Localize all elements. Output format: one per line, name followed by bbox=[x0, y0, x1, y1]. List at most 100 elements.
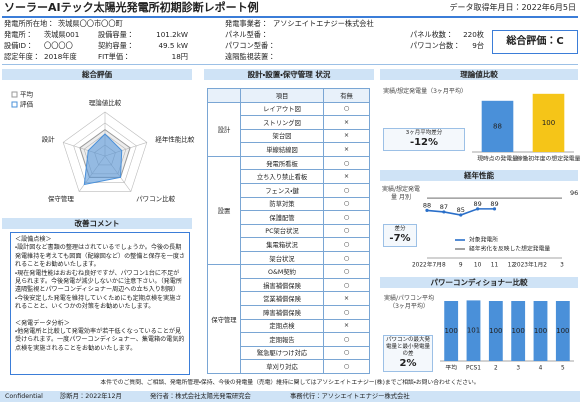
table-cell: ○ bbox=[323, 196, 370, 212]
table-cell: 架台図 bbox=[240, 128, 324, 144]
info-label: パネル型番： bbox=[225, 30, 269, 39]
series-point bbox=[459, 213, 463, 217]
value-label: 100 bbox=[556, 327, 569, 335]
table-row: 防草対策 ○ bbox=[208, 196, 370, 212]
table-row: 架台図 × bbox=[208, 128, 370, 144]
value-label: 88 bbox=[493, 122, 502, 130]
table-row: 項目 有無 bbox=[207, 88, 370, 103]
table-cell: ○ bbox=[323, 223, 370, 239]
table-cell: 保護配管 bbox=[240, 210, 324, 225]
table-cell: 単線結線図 bbox=[240, 142, 324, 157]
info-value: 〇〇〇〇 bbox=[44, 41, 73, 50]
x-tick-label: 12 bbox=[508, 263, 516, 269]
footer-item: Confidential bbox=[5, 393, 43, 400]
table-header-cell bbox=[207, 88, 241, 103]
table-cell: ○ bbox=[323, 250, 370, 266]
table-cell: × bbox=[323, 291, 370, 306]
table-row: 保守管理 O&M契約 ○ bbox=[207, 264, 370, 374]
radar-area bbox=[83, 133, 123, 186]
section-header: 設計・設置・保守管理 状況 bbox=[204, 69, 374, 80]
x-tick-label: 9 bbox=[459, 263, 463, 269]
note-title: パワコンの最大発電量と最小発電量の差 bbox=[385, 337, 430, 357]
table-cell: ストリング図 bbox=[240, 115, 324, 130]
footer-item: 診断月：2022年12月 bbox=[60, 393, 122, 400]
info-label: パネル枚数： bbox=[410, 30, 454, 39]
table-cell: ○ bbox=[323, 155, 370, 171]
note-title: 差分 bbox=[394, 226, 406, 232]
note-value: -12% bbox=[409, 137, 439, 148]
bar bbox=[466, 300, 481, 361]
info-label: 設備ID： bbox=[4, 41, 34, 50]
value-label: 96 bbox=[570, 189, 578, 197]
x-tick-label: 2022年7月 bbox=[412, 261, 442, 269]
info-label: 設備容量： bbox=[98, 30, 134, 39]
radar-ring bbox=[73, 122, 137, 183]
table-row: 設置 発電所看板 ○ bbox=[207, 155, 370, 266]
table-cell: 架台状況 bbox=[240, 250, 324, 266]
report-title: ソーラーAIテック太陽光発電所初期診断レポート例 bbox=[4, 1, 259, 14]
table-cell: 集電箱状況 bbox=[240, 237, 324, 252]
info-value: 220枚 bbox=[463, 30, 484, 39]
value-label: 100 bbox=[444, 327, 457, 335]
x-tick-label: 稼働初年度の想定発電量 bbox=[517, 155, 580, 163]
section-header: 改善コメント bbox=[2, 218, 192, 229]
x-tick-label: PCS1 bbox=[466, 366, 481, 372]
comment-line: ・他発電所と比較して発電効率が若干低くなっていることが見受けられます。一度パワー… bbox=[15, 328, 185, 352]
table-cell: O&M契約 bbox=[240, 264, 324, 279]
radar-axis-label: パワコン比較 bbox=[136, 194, 176, 203]
footer-item: 事務代行：アソシエイトエナジー株式会社 bbox=[290, 393, 410, 400]
table-cell: × bbox=[323, 128, 370, 144]
x-tick-label: 8 bbox=[442, 263, 446, 269]
comment-line: ・現在発電性能はおおむね良好ですが、パワコン1台に不足が見られます。今後発電が減… bbox=[15, 269, 182, 294]
bar bbox=[532, 93, 565, 152]
table-cell: 営業補償保険 bbox=[240, 291, 324, 306]
table-cell: 損害補償保険 bbox=[240, 277, 324, 293]
bar bbox=[511, 301, 526, 361]
info-value: 茨城県〇〇市〇〇町 bbox=[58, 19, 123, 28]
table-row: 設計 レイアウト図 ○ bbox=[207, 101, 370, 157]
legend-swatch bbox=[11, 101, 18, 108]
info-value: アソシエイトエナジー株式会社 bbox=[273, 19, 374, 28]
info-label: 発電所： bbox=[4, 30, 33, 39]
x-tick-label: 2 bbox=[543, 263, 547, 269]
value-label: 88 bbox=[423, 201, 431, 209]
x-tick-label: 11 bbox=[491, 263, 499, 269]
table-cell: × bbox=[323, 318, 370, 334]
comment-line: ・今後安定した発電を維持していくためにも定期点検を実施されることと、いくつかの対… bbox=[15, 294, 182, 311]
table-cell: 草刈り対応 bbox=[240, 359, 324, 374]
legend-swatch bbox=[11, 91, 18, 98]
info-value: 2018年度 bbox=[44, 52, 77, 61]
bar-chart: 88 現時点の発電量 100 稼働初年度の想定発電量 bbox=[472, 93, 580, 163]
info-value: 101.2kW bbox=[156, 30, 188, 39]
series-point bbox=[492, 207, 497, 211]
table-cell: 保守管理 bbox=[207, 264, 241, 374]
footer-note: 本件でのご質問、ご相談、発電所管理・保持、今後の発電量（売電）維持に関してはアソ… bbox=[100, 380, 480, 386]
radar-ring bbox=[62, 111, 148, 192]
table-cell: ○ bbox=[323, 332, 370, 347]
info-value: 9台 bbox=[472, 41, 484, 50]
footer-bar: Confidential 診断月：2022年12月 発行者：株式会社太陽光発電研究会… bbox=[0, 391, 580, 402]
section-header: 理論値比較 bbox=[380, 69, 578, 80]
x-tick-label: 2023年1月 bbox=[513, 261, 543, 269]
comment-line: ・設計図など書類の整理はされているでしょうか。今後の長期発電維持を考えても図面（… bbox=[15, 244, 186, 269]
info-label: 遠隔監視装置： bbox=[225, 52, 276, 61]
title-rule bbox=[2, 16, 578, 18]
table-cell: 発電所看板 bbox=[240, 155, 324, 171]
note-box: パワコンの最大発電量と最小発電量の差 2% bbox=[383, 335, 433, 372]
table-cell: フェンス・鍵 bbox=[240, 182, 324, 198]
table-cell: × bbox=[323, 142, 370, 157]
table-cell: 防草対策 bbox=[240, 196, 324, 212]
table-cell: × bbox=[323, 169, 370, 184]
note-value: -7% bbox=[389, 233, 411, 244]
table-cell: 定期報告 bbox=[240, 332, 324, 347]
radar-axis-label: 保守管理 bbox=[48, 194, 75, 203]
table-row: 緊急駆けつけ対応 ○ bbox=[208, 345, 370, 361]
table-cell: 緊急駆けつけ対応 bbox=[240, 345, 324, 361]
value-label: 100 bbox=[511, 327, 524, 335]
info-label: パワコン型番： bbox=[225, 41, 276, 50]
y-axis-label: 実績/想定発電量 月別 bbox=[381, 186, 421, 201]
x-tick-label: 3 bbox=[560, 263, 564, 269]
info-label: 契約容量： bbox=[98, 41, 134, 50]
